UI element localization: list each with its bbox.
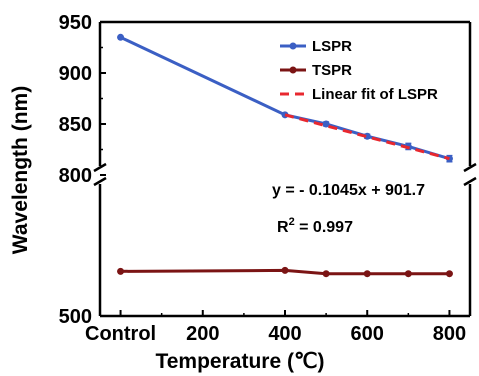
tspr-point (281, 266, 289, 274)
axis-break-right (463, 162, 477, 187)
y-tick-label: 900 (59, 63, 92, 85)
x-tick-label: 400 (268, 323, 301, 345)
x-tick-label: 200 (186, 323, 219, 345)
tspr-series-line (120, 268, 450, 276)
legend-tspr-label: TSPR (312, 62, 352, 79)
annotations: y = - 0.1045x + 901.7 R2 = 0.997 (272, 182, 425, 236)
r-squared-suffix: = 0.997 (295, 219, 353, 236)
series-layer (117, 33, 453, 278)
tspr-point (117, 267, 125, 275)
lspr-point (117, 33, 125, 41)
legend-tspr-marker (289, 66, 297, 74)
r-squared-sup: 2 (289, 216, 295, 228)
x-tick-label: Control (85, 323, 156, 345)
legend-lspr-label: LSPR (312, 38, 352, 55)
tspr-point (445, 270, 453, 278)
axis-ticks (100, 21, 451, 317)
y-tick-label: 500 (59, 306, 92, 328)
y-tick-label: 950 (59, 12, 92, 34)
r-squared-prefix: R (277, 219, 289, 236)
lspr-point (322, 120, 330, 128)
fit-equation: y = - 0.1045x + 901.7 (272, 182, 425, 199)
tspr-point (363, 270, 371, 278)
tspr-point (404, 270, 412, 278)
y-tick-label: 800 (59, 165, 92, 187)
x-tick-label: 800 (433, 323, 466, 345)
tspr-point (322, 270, 330, 278)
axis-break-left (93, 162, 107, 187)
x-axis-title: Temperature (℃) (155, 350, 324, 373)
y-tick-label: 850 (59, 114, 92, 136)
x-tick-label: 600 (351, 323, 384, 345)
legend: LSPR TSPR Linear fit of LSPR (280, 38, 438, 103)
legend-fit-label: Linear fit of LSPR (312, 86, 438, 103)
legend-lspr-marker (289, 42, 297, 50)
linear-fit-line (284, 113, 450, 161)
y-axis-title: Wavelength (nm) (9, 86, 32, 254)
r-squared: R2 = 0.997 (277, 216, 353, 236)
lspr-point (363, 132, 371, 140)
tick-labels: Control 200 400 600 800 800 850 900 950 500 (59, 12, 467, 345)
